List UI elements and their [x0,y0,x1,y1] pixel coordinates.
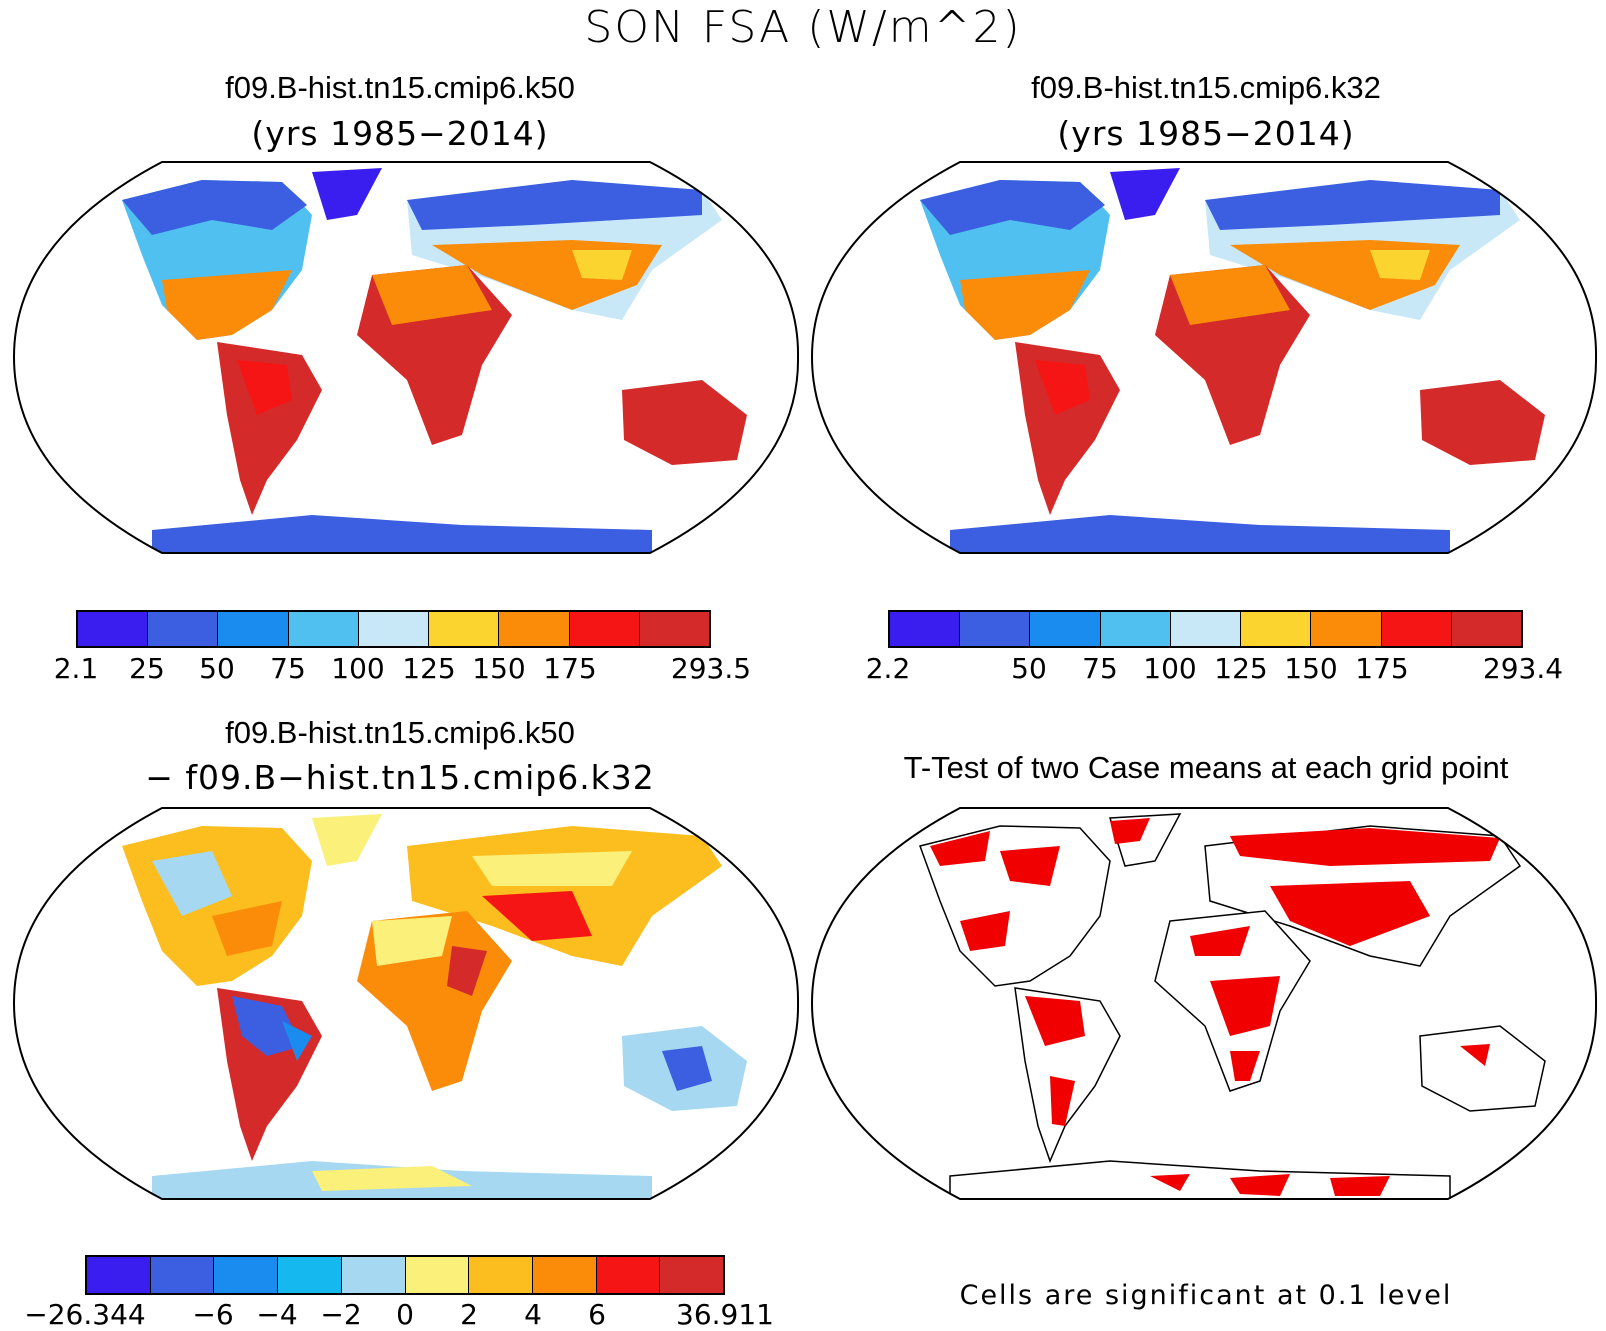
colorbar-swatch [596,1257,661,1293]
colorbar-swatch [639,612,709,646]
colorbar-swatch [405,1257,470,1293]
map-bottom-left [12,806,800,1201]
colorbar-tick-label: 175 [543,652,597,685]
panel-title-bottom-left: f09.B-hist.tn15.cmip6.k50 [225,715,575,750]
colorbar-swatch [569,612,640,646]
panel-subtitle-bottom-left: − f09.B−hist.tn15.cmip6.k32 [145,758,655,797]
panel-title-top-right: f09.B-hist.tn15.cmip6.k32 [1031,70,1381,105]
colorbar-tick-label: 75 [270,652,306,685]
colorbar-tick-label: 293.4 [1482,652,1564,685]
colorbar-swatch [890,612,961,646]
colorbar-tick-label: 100 [1143,652,1197,685]
colorbar-swatch [1241,612,1312,646]
colorbar-top-left [76,610,711,648]
colorbar-swatch [1030,612,1101,646]
colorbar-tick-label: −26.344 [24,1298,146,1331]
panel-title-bottom-right: T-Test of two Case means at each grid po… [903,750,1509,785]
figure-title: SON FSA (W/m^2) [584,2,1022,53]
colorbar-tick-label: 50 [1011,652,1047,685]
colorbar-tick-label: 6 [588,1298,606,1331]
map-top-left [12,160,800,555]
panel-subtitle-top-left: (yrs 1985−2014) [251,114,549,153]
colorbar-swatch [150,1257,215,1293]
colorbar-swatch [1100,612,1171,646]
colorbar-tick-label: 2 [460,1298,478,1331]
colorbar-tick-label: 2.1 [53,652,99,685]
colorbar-tick-label: 175 [1355,652,1409,685]
colorbar-swatch [1170,612,1242,646]
colorbar-swatch [469,1257,533,1293]
colorbar-tick-label: 150 [1284,652,1338,685]
colorbar-tick-label: −6 [192,1298,234,1331]
colorbar-tick-label: 293.5 [670,652,752,685]
colorbar-top-right [888,610,1523,648]
colorbar-swatch [214,1257,279,1293]
map-top-right [810,160,1598,555]
colorbar-tick-label: 4 [524,1298,542,1331]
significance-note: Cells are significant at 0.1 level [959,1280,1453,1311]
colorbar-swatch [278,1257,342,1293]
panel-subtitle-top-right: (yrs 1985−2014) [1057,114,1355,153]
colorbar-tick-label: −4 [256,1298,298,1331]
colorbar-tick-label: 150 [472,652,526,685]
colorbar-swatch [1381,612,1452,646]
colorbar-bottom-left [85,1255,725,1295]
colorbar-swatch [960,612,1031,646]
colorbar-swatch [660,1257,724,1293]
colorbar-tick-label: 75 [1082,652,1118,685]
colorbar-swatch [148,612,219,646]
colorbar-swatch [358,612,430,646]
colorbar-swatch [429,612,500,646]
colorbar-swatch [1311,612,1382,646]
colorbar-tick-label: −2 [320,1298,362,1331]
colorbar-swatch [1451,612,1521,646]
colorbar-swatch [532,1257,597,1293]
colorbar-tick-label: 125 [1214,652,1268,685]
colorbar-swatch [499,612,570,646]
colorbar-tick-label: 100 [331,652,385,685]
colorbar-tick-label: 50 [199,652,235,685]
colorbar-tick-label: 36.911 [676,1298,774,1331]
colorbar-swatch [288,612,359,646]
panel-title-top-left: f09.B-hist.tn15.cmip6.k50 [225,70,575,105]
map-bottom-right [810,806,1598,1201]
colorbar-swatch [218,612,289,646]
colorbar-swatch [87,1257,151,1293]
colorbar-tick-label: 2.2 [865,652,911,685]
colorbar-tick-label: 0 [396,1298,414,1331]
colorbar-tick-label: 125 [402,652,456,685]
colorbar-swatch [341,1257,406,1293]
colorbar-tick-label: 25 [129,652,165,685]
colorbar-swatch [78,612,149,646]
